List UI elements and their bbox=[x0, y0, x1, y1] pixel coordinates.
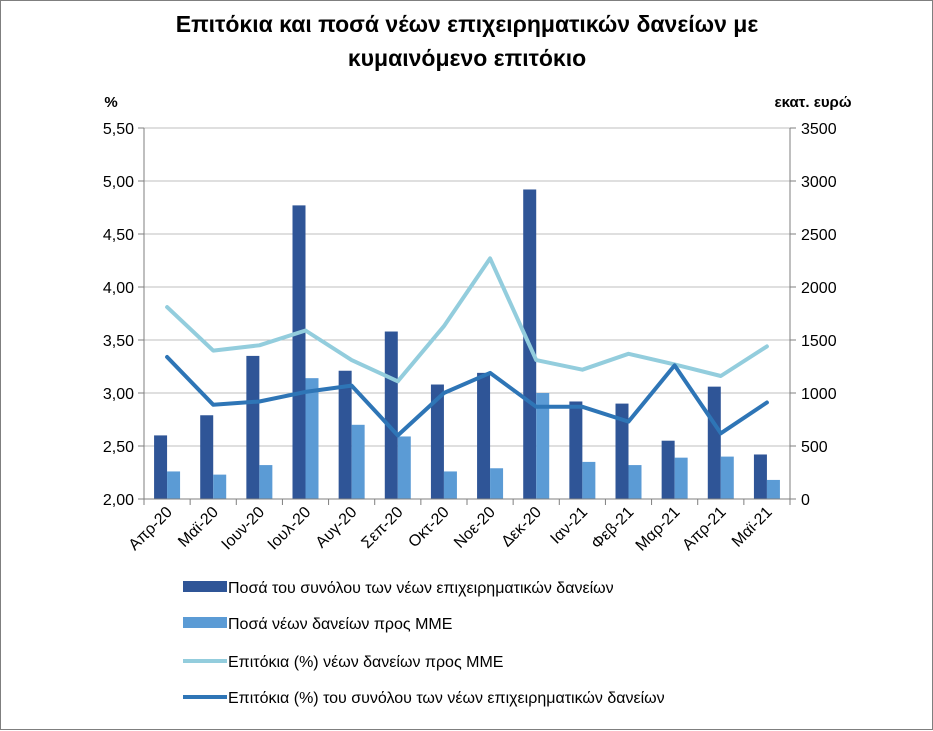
bar-sme-amount bbox=[213, 474, 227, 499]
bar-total-amount bbox=[200, 415, 214, 499]
bar-total-amount bbox=[615, 403, 629, 499]
x-category-label: Απρ-20 bbox=[126, 504, 176, 554]
chart-title-line-1: Επιτόκια και ποσά νέων επιχειρηματικών δ… bbox=[176, 11, 759, 37]
plot-area: 2,00 0 2,50 500 3,00 1000 3,50 1500 4,00 2000 4,50… bbox=[103, 121, 837, 555]
left-tick-label: 2,00 bbox=[103, 492, 134, 509]
legend-label: Επιτόκια (%) του συνόλου των νέων επιχει… bbox=[228, 690, 665, 707]
left-tick-label: 4,50 bbox=[103, 227, 134, 244]
bar-sme-amount bbox=[167, 471, 181, 499]
left-tick-label: 3,50 bbox=[103, 333, 134, 350]
right-tick-label: 1000 bbox=[801, 386, 837, 403]
bar-sme-amount bbox=[674, 457, 688, 499]
bar-total-amount bbox=[753, 454, 767, 499]
right-tick-label: 0 bbox=[801, 492, 810, 509]
bar-sme-amount bbox=[397, 436, 411, 499]
bar-sme-amount bbox=[766, 479, 780, 499]
legend-label: Επιτόκια (%) νέων δανείων προς ΜΜΕ bbox=[228, 654, 503, 671]
right-tick-label: 2000 bbox=[801, 280, 837, 297]
right-tick-label: 500 bbox=[801, 439, 828, 456]
x-category-label: Σεπ-20 bbox=[358, 504, 406, 552]
legend-swatch bbox=[183, 617, 227, 628]
bar-sme-amount bbox=[259, 465, 273, 499]
bar-sme-amount bbox=[490, 468, 504, 499]
line-total-rate bbox=[165, 355, 769, 438]
bar-sme-amount bbox=[720, 456, 734, 499]
left-tick-label: 4,00 bbox=[103, 280, 134, 297]
left-tick-label: 5,00 bbox=[103, 174, 134, 191]
x-category-label: Αυγ-20 bbox=[313, 504, 361, 552]
legend-label: Ποσά του συνόλου των νέων επιχειρηματικώ… bbox=[228, 580, 614, 597]
bar-total-amount bbox=[154, 435, 168, 499]
legend: Ποσά του συνόλου των νέων επιχειρηματικώ… bbox=[183, 580, 665, 707]
bar-total-amount bbox=[292, 205, 306, 499]
right-tick-label: 3500 bbox=[801, 121, 837, 138]
bar-total-amount bbox=[338, 370, 352, 499]
x-category-label: Απρ-21 bbox=[679, 504, 729, 554]
left-tick-label: 3,00 bbox=[103, 386, 134, 403]
line-sme-rate bbox=[165, 256, 769, 384]
left-axis-unit: % bbox=[104, 94, 117, 111]
bar-sme-amount bbox=[443, 471, 457, 499]
x-category-label: Δεκ-20 bbox=[498, 504, 545, 551]
legend-label: Ποσά νέων δανείων προς ΜΜΕ bbox=[228, 616, 452, 633]
bar-total-amount bbox=[661, 440, 675, 499]
bar-total-amount bbox=[246, 355, 260, 499]
bar-total-amount bbox=[569, 401, 583, 499]
x-category-label: Οκτ-20 bbox=[405, 504, 452, 551]
x-category-label: Μαϊ-21 bbox=[729, 504, 776, 551]
bar-sme-amount bbox=[582, 461, 596, 499]
x-category-label: Ιουν-20 bbox=[219, 504, 269, 554]
x-category-label: Φεβ-21 bbox=[588, 504, 637, 553]
bar-sme-amount bbox=[628, 465, 642, 499]
bar-total-amount bbox=[384, 331, 398, 499]
bar-sme-amount bbox=[351, 424, 365, 499]
x-category-label: Ιουλ-20 bbox=[265, 504, 315, 554]
right-tick-label: 2500 bbox=[801, 227, 837, 244]
x-category-label: Νοε-20 bbox=[451, 504, 499, 552]
x-category-label: Ιαν-21 bbox=[547, 504, 591, 548]
bar-total-amount bbox=[477, 372, 491, 499]
bar-sme-amount bbox=[305, 378, 319, 499]
bar-total-amount bbox=[430, 384, 444, 499]
x-category-label: Μαρ-21 bbox=[633, 504, 684, 555]
left-tick-label: 2,50 bbox=[103, 439, 134, 456]
bar-sme-amount bbox=[536, 393, 550, 499]
right-tick-label: 3000 bbox=[801, 174, 837, 191]
left-tick-label: 5,50 bbox=[103, 121, 134, 138]
chart-title-line-2: κυμαινόμενο επιτόκιο bbox=[348, 45, 586, 71]
right-tick-label: 1500 bbox=[801, 333, 837, 350]
right-axis-unit: εκατ. ευρώ bbox=[774, 94, 851, 111]
legend-swatch bbox=[183, 581, 227, 592]
x-category-label: Μαϊ-20 bbox=[175, 504, 222, 551]
bar-total-amount bbox=[707, 386, 721, 499]
